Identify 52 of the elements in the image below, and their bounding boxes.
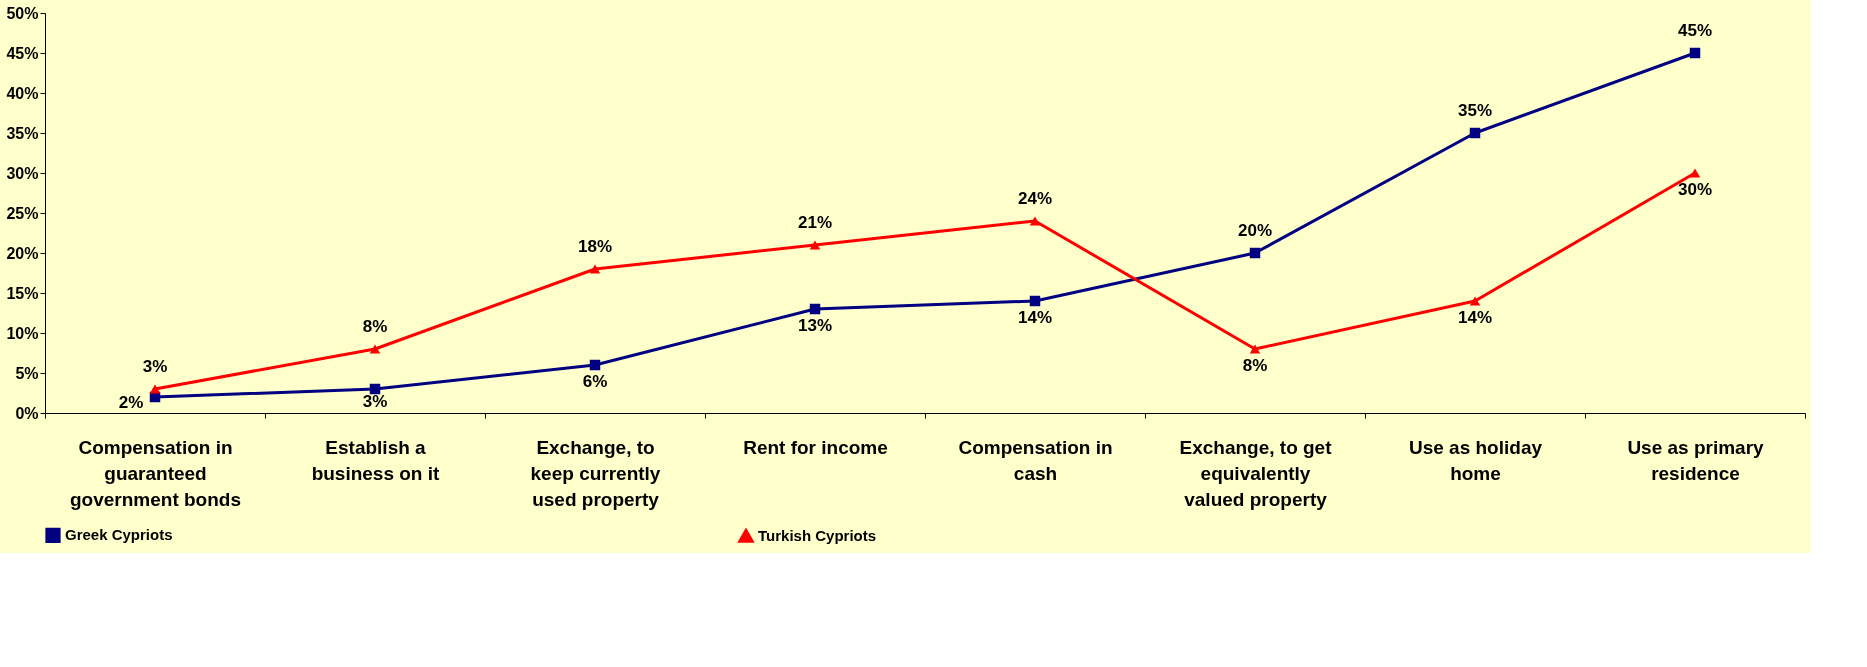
x-tick-label: Compensation in guaranteed government bonds [69,436,242,510]
x-tick-label: Exchange, to get equivalently valued property [1179,436,1333,510]
point [1689,168,1701,178]
y-tick-label: 10% [6,324,39,342]
x-tick-label: Rent for income [743,436,888,458]
point [809,240,821,250]
y-tick-label: 50% [6,4,39,22]
y-tick-label: 20% [6,244,39,262]
text: 2% [118,393,144,412]
point [809,303,821,315]
y-tick-label: 25% [6,204,39,222]
y-tick-label: 0% [15,404,39,422]
text: 18% [577,237,613,256]
text: 6% [582,372,608,391]
text: 45% [1677,21,1713,40]
y-tick-label: 5% [15,364,39,382]
x-tick-label: Use as primary residence [1627,436,1765,484]
text: 20% [1237,221,1273,240]
point [369,383,381,395]
point [1029,216,1041,226]
point [1689,47,1701,59]
y-tick-label: 35% [6,124,39,142]
y-tick-label: 45% [6,44,39,62]
point [589,359,601,371]
legend-label: Greek Cypriots [65,526,173,544]
x-tick-label: Establish a business on it [311,436,441,484]
y-tick-label: 15% [6,284,39,302]
point [1469,127,1481,139]
y-tick-label: 30% [6,164,39,182]
point [1469,296,1481,306]
text: 3% [142,357,168,376]
point [1249,344,1261,354]
text: 14% [1017,308,1053,327]
point [369,344,381,354]
text: 35% [1457,101,1493,120]
point [1029,295,1041,307]
text: 24% [1017,189,1053,208]
x-tick-label: Compensation in cash [958,436,1113,484]
point [589,264,601,274]
text: 3% [362,392,388,411]
text: 14% [1457,308,1493,327]
point [149,384,161,394]
text: 30% [1677,180,1713,199]
text: 21% [797,213,833,232]
y-tick-label: 40% [6,84,39,102]
text: 13% [797,316,833,335]
text: 8% [362,317,388,336]
text: 8% [1242,356,1268,375]
x-tick-label: Use as holiday home [1408,436,1543,484]
point [1249,247,1261,259]
legend-label: Turkish Cypriots [758,526,877,544]
x-tick-label: Exchange, to keep currently used property [530,436,661,510]
